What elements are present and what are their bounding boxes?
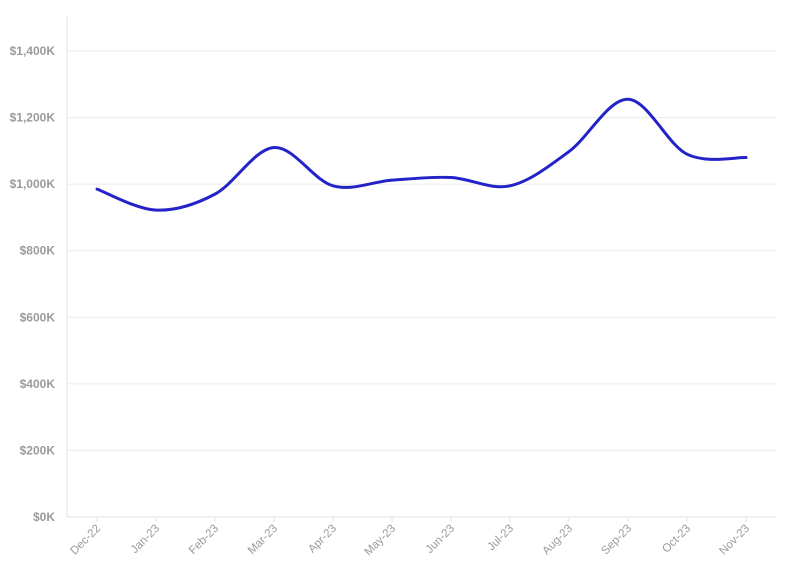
x-tick-label: Jan-23 <box>129 523 162 556</box>
y-tick-label: $400K <box>20 377 56 391</box>
data-point[interactable] <box>745 156 748 159</box>
y-tick-label: $1,000K <box>10 177 56 191</box>
y-tick-label: $800K <box>20 244 56 258</box>
data-point[interactable] <box>509 184 512 187</box>
data-point[interactable] <box>450 176 453 179</box>
data-point[interactable] <box>568 150 571 153</box>
y-tick-label: $1,200K <box>10 111 56 125</box>
y-tick-label: $600K <box>20 310 56 324</box>
x-tick-label: Feb-23 <box>187 523 221 557</box>
data-point[interactable] <box>273 146 276 149</box>
x-tick-label: Mar-23 <box>246 523 280 557</box>
grid-lines <box>67 50 776 518</box>
y-axis: $0K $200K $400K $600K $800K $1,000K $1,200K $1,… <box>10 17 68 524</box>
x-tick-label: Jun-23 <box>424 523 457 556</box>
data-point[interactable] <box>96 188 99 191</box>
series-layer <box>95 97 748 212</box>
x-tick-label: Nov-23 <box>717 523 752 558</box>
series-line <box>95 97 748 212</box>
x-tick-label: Oct-23 <box>660 523 693 556</box>
x-tick-label: Apr-23 <box>306 523 339 556</box>
y-tick-label: $200K <box>20 443 56 457</box>
x-axis: Dec-22 Jan-23 Feb-23 Mar-23 Apr-23 May-23 Jun-… <box>68 517 752 558</box>
data-point[interactable] <box>155 209 158 212</box>
data-point[interactable] <box>332 184 335 187</box>
x-tick-label: Sep-23 <box>599 523 634 558</box>
x-tick-label: Aug-23 <box>540 523 575 558</box>
y-tick-label: $1,400K <box>10 44 56 58</box>
data-point[interactable] <box>686 153 689 156</box>
y-tick-label: $0K <box>33 510 55 524</box>
x-tick-label: Jul-23 <box>485 523 516 554</box>
x-tick-label: Dec-22 <box>68 523 103 558</box>
data-point[interactable] <box>627 98 630 101</box>
data-point[interactable] <box>214 193 217 196</box>
data-point[interactable] <box>391 179 394 182</box>
x-tick-label: May-23 <box>363 523 399 559</box>
